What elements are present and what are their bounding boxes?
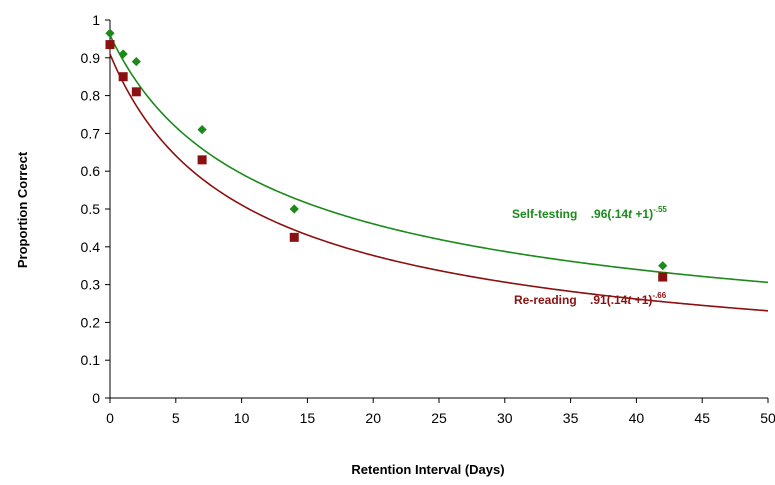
y-tick-label: 0.8 <box>81 88 101 104</box>
x-tick-label: 20 <box>365 410 381 426</box>
self-testing-point <box>289 204 299 214</box>
re-reading-point <box>197 155 207 165</box>
x-tick-label: 35 <box>563 410 579 426</box>
fit-curves <box>109 34 769 312</box>
re-reading-point <box>658 272 668 282</box>
x-tick-label: 0 <box>106 410 114 426</box>
self-testing-fit-label: Self-testing .96(.14t +1)-.55 <box>512 205 667 221</box>
x-tick-label: 15 <box>300 410 316 426</box>
re-reading-point <box>118 72 128 82</box>
axes <box>109 20 768 399</box>
re-reading-label-name: Re-reading <box>514 293 577 307</box>
re-reading-label-coef: .91(.14 <box>590 293 628 307</box>
re-reading-point <box>131 87 141 97</box>
x-tick-label: 50 <box>760 410 775 426</box>
y-tick-label: 0 <box>92 390 100 406</box>
self-testing-point <box>131 56 141 67</box>
self-testing-point <box>118 49 128 59</box>
re-reading-label-t: t <box>627 293 632 307</box>
x-tick-label: 45 <box>694 410 710 426</box>
self-testing-point <box>658 261 668 271</box>
y-tick-label: 0.1 <box>81 352 101 368</box>
re-reading-label-rest: +1) <box>631 293 652 307</box>
y-tick-label: 0.6 <box>81 163 101 179</box>
data-points <box>105 28 668 282</box>
self-testing-label-rest: +1) <box>632 207 653 221</box>
re-reading-label-exp: -.66 <box>652 291 666 300</box>
x-tick-label: 10 <box>234 410 250 426</box>
self-testing-point <box>197 125 207 135</box>
x-ticks: 0 5 10 15 20 25 30 35 40 45 50 <box>106 398 775 426</box>
self-testing-point <box>105 28 115 38</box>
self-testing-label-name: Self-testing <box>512 207 577 221</box>
x-tick-label: 5 <box>172 410 180 426</box>
re-reading-fit-label: Re-reading .91(.14t +1)-.66 <box>514 291 667 307</box>
y-tick-label: 1 <box>92 12 100 28</box>
y-tick-label: 0.3 <box>81 277 101 293</box>
re-reading-fit-curve <box>109 53 769 312</box>
x-tick-label: 25 <box>431 410 447 426</box>
y-tick-label: 0.9 <box>81 50 101 66</box>
re-reading-point <box>289 232 299 242</box>
x-tick-label: 30 <box>497 410 513 426</box>
self-testing-fit-curve <box>109 34 769 284</box>
y-tick-label: 0.2 <box>81 314 101 330</box>
y-tick-label: 0.4 <box>81 239 101 255</box>
self-testing-label-exp: -.55 <box>653 205 667 214</box>
self-testing-label-coef: .96(.14 <box>591 207 629 221</box>
y-tick-label: 0.5 <box>81 201 101 217</box>
y-axis-title: Proportion Correct <box>15 151 30 268</box>
re-reading-point <box>105 40 115 50</box>
self-testing-label-t: t <box>628 207 633 221</box>
x-tick-label: 40 <box>629 410 645 426</box>
y-tick-label: 0.7 <box>81 125 101 141</box>
x-axis-title: Retention Interval (Days) <box>351 462 504 477</box>
y-ticks: 0 0.1 0.2 0.3 0.4 0.5 0.6 0.7 0.8 0.9 1 <box>81 12 110 406</box>
